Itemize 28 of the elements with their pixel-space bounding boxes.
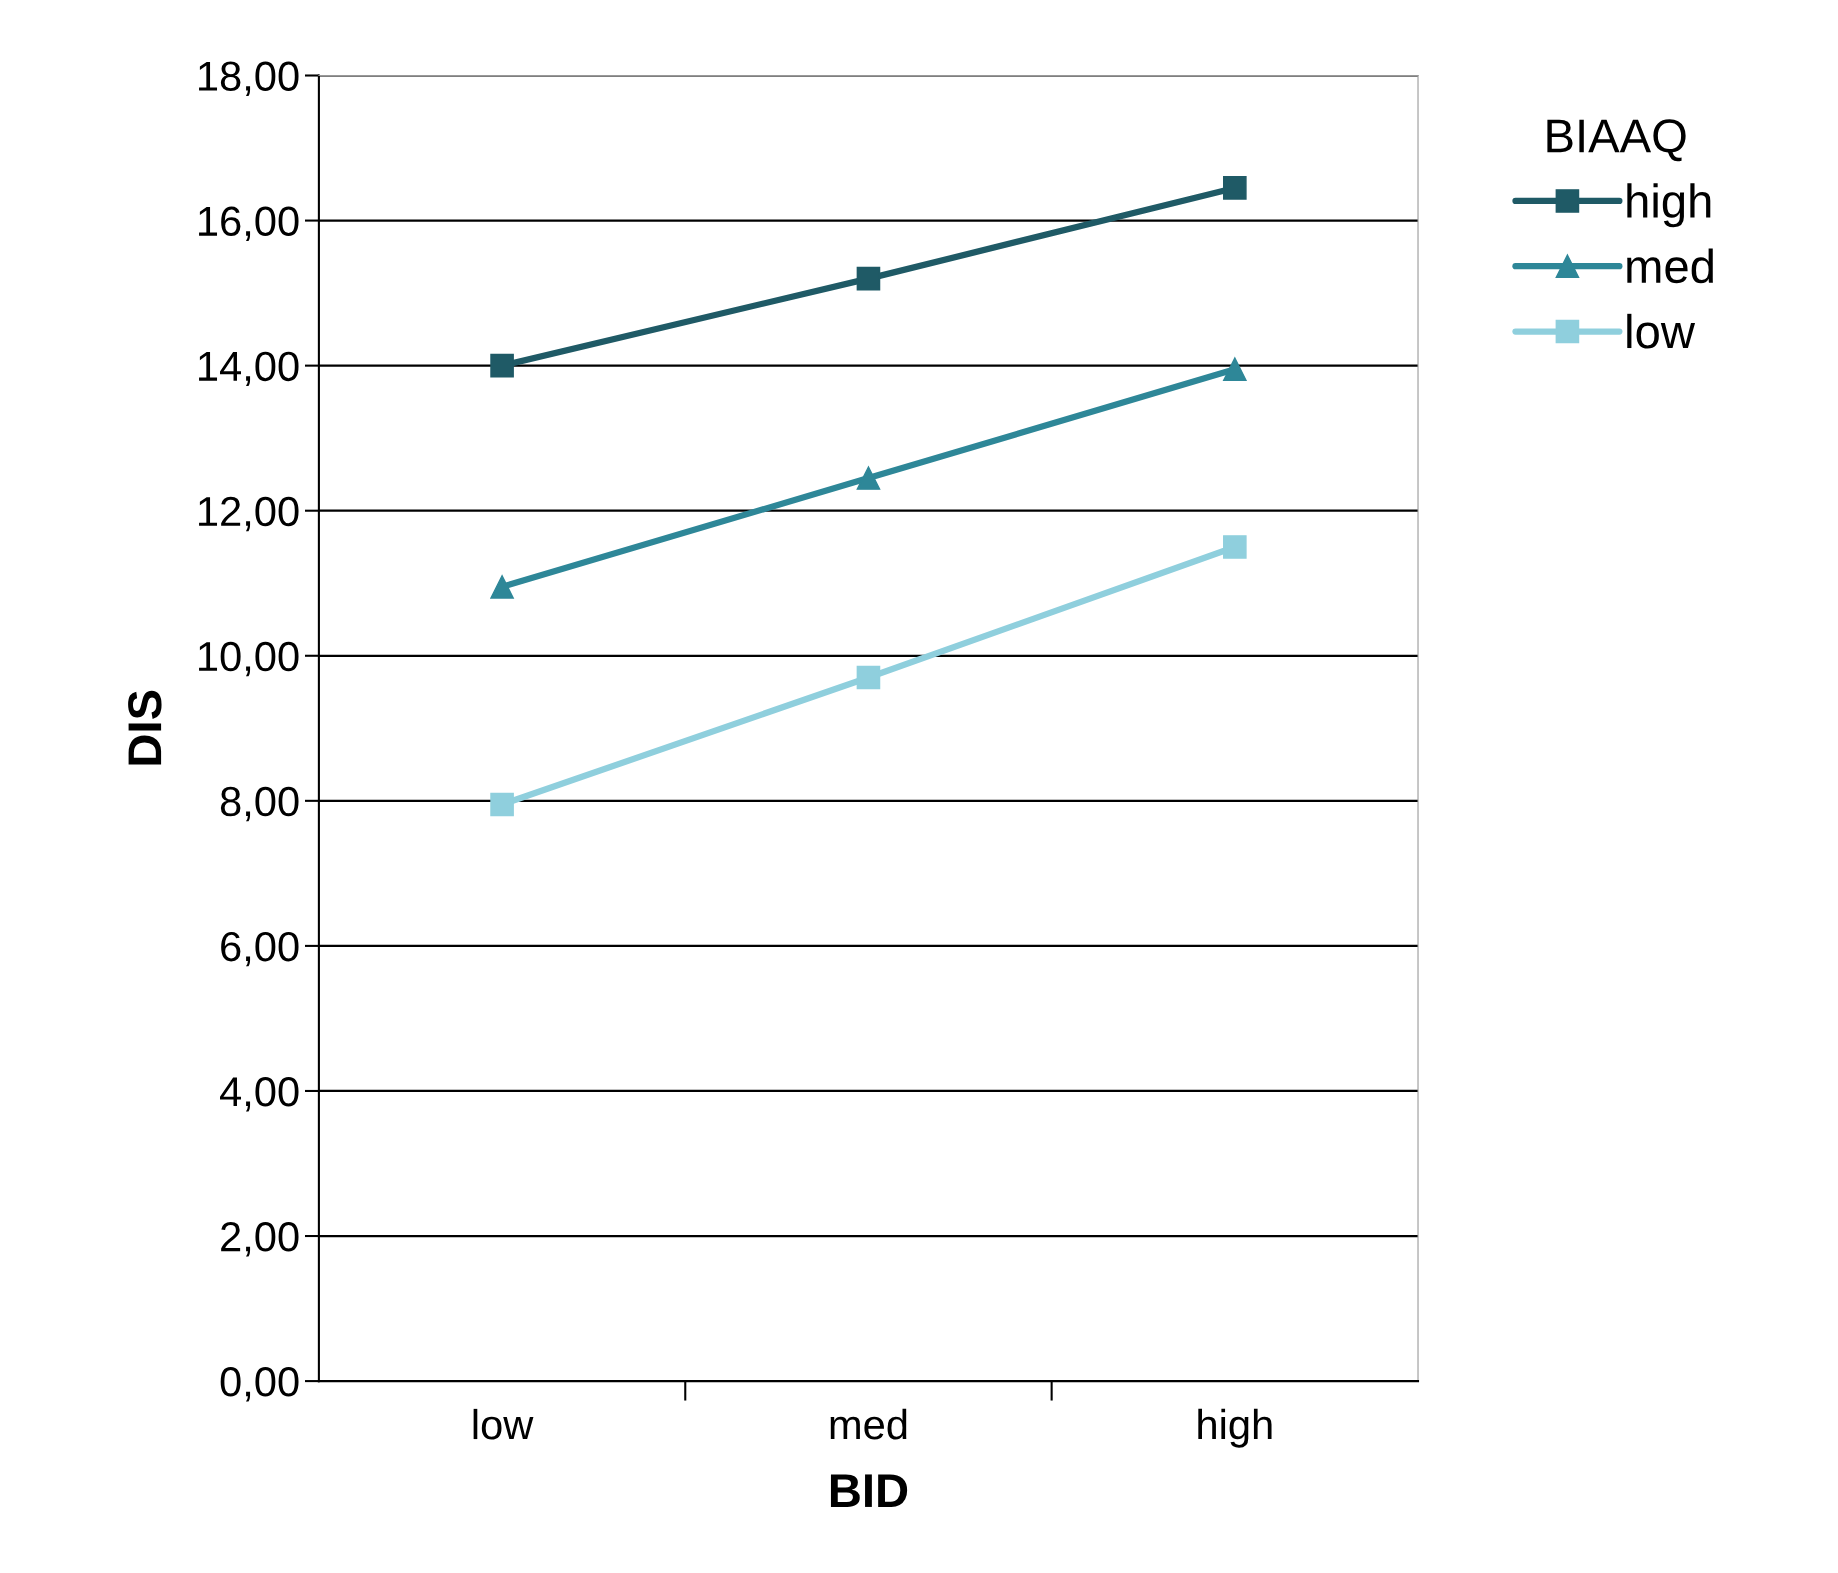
y-tick-label: 18,00 [199,61,299,96]
y-tick-label: 2,00 [221,1222,299,1257]
y-tick-label: 4,00 [220,1076,299,1112]
y-tick-label: 12,00 [199,496,299,532]
point [490,792,514,817]
y-tick-label: 6,00 [221,931,299,967]
y-tick-label: 10,00 [199,641,299,677]
legend-label: med [1627,248,1713,284]
point [1223,176,1247,200]
y-axis-title: DIS [128,690,162,765]
x-axis-title: BID [830,1474,908,1507]
y-tick-label: 16,00 [199,206,299,241]
legend-label: low [1627,313,1696,349]
x-tick-label: high [1198,1408,1272,1448]
point [1223,535,1247,559]
point [1223,357,1247,382]
y-tick-label: 0,00 [220,1367,299,1402]
legend-label: high [1627,183,1711,228]
y-tick-label: 8,00 [220,786,299,822]
x-tick-label: med [830,1408,907,1440]
y-tick-label: 14,00 [199,351,299,387]
legend-title: BIAAQ [1547,119,1686,162]
point [490,353,514,378]
x-tick-label: low [473,1408,534,1440]
point [856,466,881,490]
point [490,575,514,599]
point [856,266,881,291]
point [856,665,881,690]
